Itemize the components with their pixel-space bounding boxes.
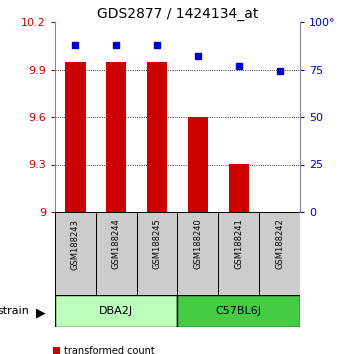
Text: strain: strain	[0, 306, 29, 316]
Text: C57BL6J: C57BL6J	[216, 306, 262, 316]
Bar	[178, 295, 300, 327]
Text: DBA2J: DBA2J	[99, 306, 133, 316]
Bar	[96, 212, 137, 295]
Bar	[137, 212, 178, 295]
Text: GSM188244: GSM188244	[112, 219, 121, 269]
Bar	[218, 212, 259, 295]
Title: GDS2877 / 1424134_at: GDS2877 / 1424134_at	[97, 7, 258, 21]
Bar	[259, 212, 300, 295]
Bar	[55, 295, 178, 327]
Bar	[228, 165, 249, 212]
Text: GSM188242: GSM188242	[275, 219, 284, 269]
Text: GSM188245: GSM188245	[152, 219, 162, 269]
Text: GSM188241: GSM188241	[234, 219, 243, 269]
Bar	[147, 62, 167, 212]
Bar	[55, 212, 96, 295]
Bar	[178, 212, 218, 295]
Text: GSM188240: GSM188240	[193, 219, 203, 269]
Text: GSM188243: GSM188243	[71, 219, 80, 269]
Bar	[188, 117, 208, 212]
Text: ▶: ▶	[36, 306, 46, 319]
Bar	[65, 62, 86, 212]
Bar	[106, 62, 127, 212]
Legend: transformed count, percentile rank within the sample: transformed count, percentile rank withi…	[53, 346, 229, 354]
